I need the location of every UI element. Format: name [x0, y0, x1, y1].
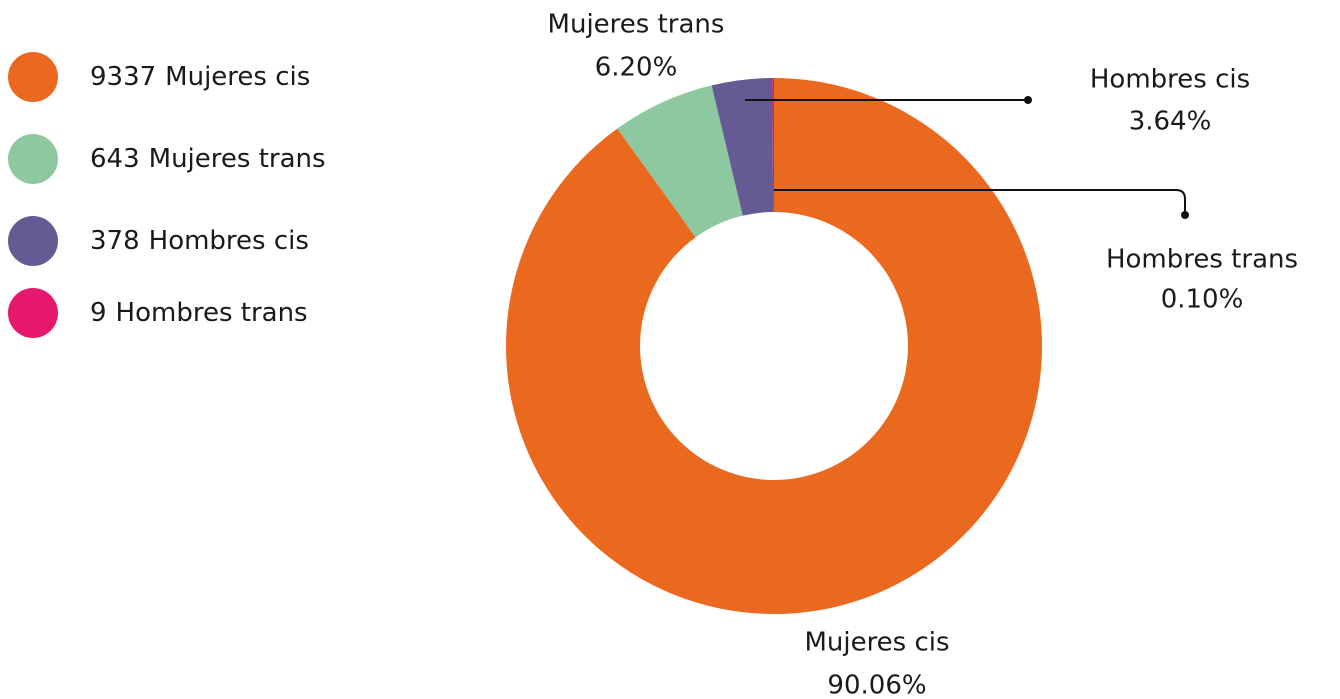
legend-count: 9337 [90, 62, 156, 92]
slice-value: 0.10% [1161, 285, 1244, 315]
legend-count: 643 [90, 144, 140, 174]
leader-line [774, 189, 1186, 215]
legend-label: Hombres trans [116, 298, 308, 328]
legend-label: Mujeres trans [149, 144, 326, 174]
legend-count: 378 [90, 226, 140, 256]
legend-entry: 9 Hombres trans [90, 298, 308, 328]
slice-label: Hombres trans [1106, 245, 1298, 275]
legend-swatch [8, 52, 58, 102]
legend-label: Mujeres cis [165, 62, 310, 92]
legend-entry: 9337 Mujeres cis [90, 62, 310, 92]
slice [711, 78, 774, 216]
legend-count: 9 [90, 298, 107, 328]
slice-value: 90.06% [827, 671, 926, 699]
legend-label: Hombres cis [149, 226, 309, 256]
legend-entry: 643 Mujeres trans [90, 144, 326, 174]
slice [772, 78, 774, 213]
legend-entry: 378 Hombres cis [90, 226, 309, 256]
slice-value: 6.20% [595, 53, 678, 83]
leader-dot [1024, 96, 1032, 104]
slice [617, 85, 743, 238]
slice-label: Mujeres trans [548, 10, 725, 40]
slice [505, 78, 1042, 615]
legend-swatch [8, 216, 58, 266]
slice-label: Hombres cis [1090, 65, 1250, 95]
leader-dot [1181, 211, 1189, 219]
legend-swatch [8, 134, 58, 184]
legend-swatch [8, 288, 58, 338]
slice-value: 3.64% [1129, 107, 1212, 137]
slice-label: Mujeres cis [804, 628, 949, 658]
